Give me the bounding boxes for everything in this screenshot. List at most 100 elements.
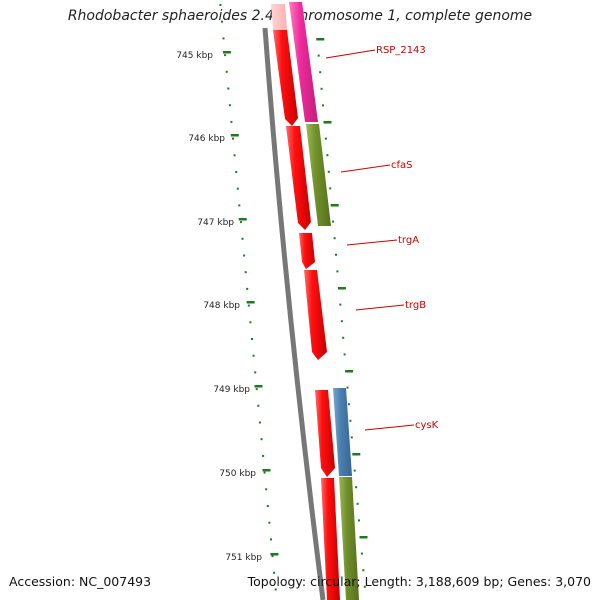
gene-track-dash: [356, 502, 359, 505]
cds-arrow-4: [304, 270, 327, 360]
gene-label-cfaS[interactable]: cfaS: [391, 160, 413, 171]
ruler-label-746: 746 kbp: [188, 134, 225, 144]
gene-track-dash: [345, 370, 354, 373]
ruler-dot: [257, 404, 260, 407]
ruler-label-749: 749 kbp: [213, 385, 250, 395]
cds-segment-top: [271, 4, 287, 30]
ruler-tick: [246, 301, 255, 304]
ruler-dot: [221, 20, 223, 23]
ruler-dot: [230, 120, 233, 123]
gene-track-dash: [326, 154, 329, 157]
gene-label-line-RSP_2143: [325, 49, 376, 59]
gene-track-dash: [350, 436, 353, 439]
ruler-dot: [255, 388, 258, 391]
gene-track-dash: [333, 237, 336, 240]
gene-label-trgB[interactable]: trgB: [405, 300, 426, 311]
ruler-dot: [266, 505, 269, 507]
gene-track-dash: [349, 419, 352, 422]
ruler-dot: [228, 104, 231, 107]
ruler-tick: [254, 385, 263, 388]
chromosome-backbone: [262, 27, 326, 600]
gene-track-dash: [329, 187, 332, 190]
accession-text: Accession: NC_007493: [9, 574, 152, 589]
gene-track-dash: [362, 569, 365, 572]
gene-track-dash: [346, 386, 349, 389]
gene-track-dash: [342, 336, 345, 339]
gene-track-dash: [332, 220, 335, 223]
gene-track-dash: [359, 536, 368, 539]
ruler-label-747: 747 kbp: [197, 218, 234, 228]
cds-arrow-6: [321, 478, 340, 600]
gene-track-dash: [353, 469, 356, 472]
gene-track-dash: [340, 320, 343, 323]
gene-track-dash: [355, 486, 358, 489]
genome-summary-text: Topology: circular; Length: 3,188,609 bp…: [247, 574, 591, 589]
ruler-label-748: 748 kbp: [203, 301, 240, 311]
ruler-dot: [236, 187, 239, 190]
gene-track-dash: [323, 121, 332, 124]
gene-label-RSP_2143[interactable]: RSP_2143: [376, 45, 426, 56]
ruler-dot: [254, 371, 257, 374]
gene-track-dash: [358, 519, 360, 522]
gene-cfaS-block[interactable]: [306, 124, 331, 226]
ruler-dot: [263, 471, 266, 474]
ruler-dot: [260, 438, 263, 441]
gene-label-line-cysK: [364, 424, 415, 431]
ruler-dot: [219, 4, 222, 6]
gene-track-dash: [360, 552, 363, 555]
gene-track-dash: [317, 54, 320, 57]
gene-label-line-trgA: [346, 239, 398, 246]
ruler-tick: [230, 134, 239, 137]
ruler-dot: [258, 421, 261, 424]
ruler-dot: [243, 254, 246, 257]
ruler-dot: [241, 237, 244, 240]
ruler-dot: [271, 555, 274, 558]
ruler-tick: [270, 553, 279, 556]
ruler-dot: [268, 521, 271, 524]
gene-track-dash: [322, 104, 324, 107]
ruler-dot: [252, 354, 255, 357]
gene-track-dash: [319, 71, 322, 74]
gene-track-dash: [352, 453, 361, 456]
gene-track-dash: [363, 585, 366, 588]
ruler-dot: [273, 571, 276, 574]
ruler-dot: [251, 338, 253, 340]
gene-label-trgA[interactable]: trgA: [398, 235, 419, 246]
gene-track-dash: [320, 87, 323, 90]
gene-label-line-cfaS: [340, 164, 391, 173]
cds-arrow-5: [315, 390, 335, 477]
ruler-dot: [238, 204, 241, 207]
ruler-dot: [246, 287, 249, 290]
gene-track-dash: [343, 353, 346, 356]
ruler-dot: [224, 54, 227, 57]
gene-track-dash: [339, 303, 342, 306]
gene-track-dash: [316, 38, 325, 41]
gene-RSP_2143-block[interactable]: [289, 2, 318, 122]
gene-block-lower: [339, 477, 359, 600]
ruler-label-745: 745 kbp: [176, 51, 213, 61]
ruler-ticks: [222, 51, 279, 556]
gene-track-dash: [330, 204, 339, 207]
ruler-tick: [222, 51, 231, 54]
ruler-dot: [222, 37, 225, 40]
gene-track-dash: [337, 287, 346, 290]
ruler-dot: [247, 304, 250, 307]
ruler-dot: [239, 221, 242, 224]
ruler-dot: [265, 488, 268, 491]
gene-track-dash: [324, 137, 327, 140]
gene-track-dash: [327, 170, 330, 173]
ruler-dot: [274, 588, 277, 591]
cds-arrow-2: [286, 126, 311, 230]
gene-cysK-block[interactable]: [333, 388, 352, 476]
ruler-dot: [225, 70, 228, 73]
ruler-dot: [244, 271, 247, 274]
ruler-dot: [249, 321, 252, 324]
chromosome-backbone-edge: [269, 27, 329, 600]
gene-label-cysK[interactable]: cysK: [415, 420, 439, 431]
ruler-dot: [227, 87, 230, 90]
ruler-label-751: 751 kbp: [225, 553, 262, 563]
ruler-dot: [233, 154, 236, 157]
ruler-dot: [270, 538, 272, 541]
gene-track-dash: [335, 253, 337, 256]
